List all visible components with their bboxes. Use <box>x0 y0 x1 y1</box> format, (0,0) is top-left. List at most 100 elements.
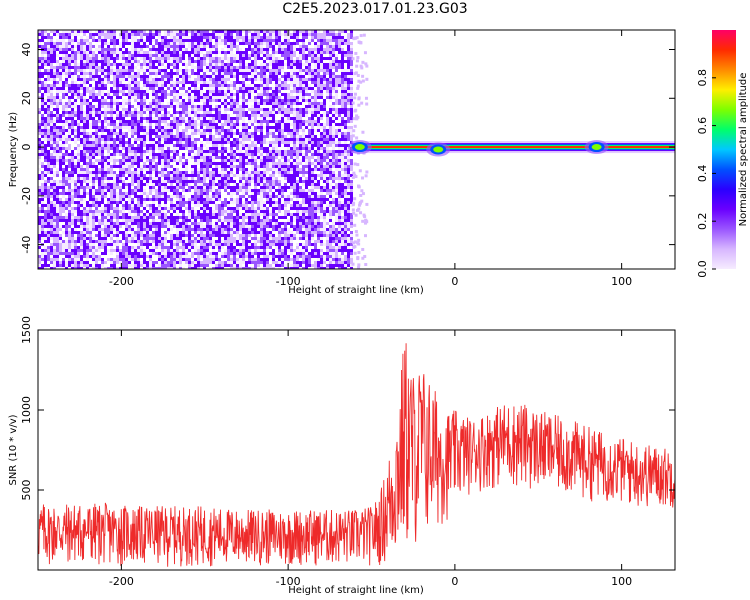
heatmap-cell <box>128 171 131 174</box>
heatmap-cell <box>176 192 179 195</box>
heatmap-cell <box>311 48 314 51</box>
heatmap-cell <box>335 168 338 171</box>
heatmap-cell <box>131 156 134 159</box>
heatmap-cell <box>170 78 173 81</box>
heatmap-cell <box>44 129 47 132</box>
heatmap-cell <box>263 138 266 141</box>
heatmap-cell <box>188 45 191 48</box>
heatmap-cell <box>83 168 86 171</box>
heatmap-cell <box>284 42 287 45</box>
heatmap-cell <box>149 162 152 165</box>
heatmap-cell <box>341 30 344 33</box>
heatmap-cell <box>131 123 134 126</box>
heatmap-cell <box>233 159 236 162</box>
heatmap-cell <box>263 120 266 123</box>
heatmap-cell <box>125 87 128 90</box>
heatmap-cell <box>269 42 272 45</box>
heatmap-cell <box>194 168 197 171</box>
heatmap-cell <box>227 48 230 51</box>
heatmap-cell <box>164 57 167 60</box>
heatmap-cell <box>215 69 218 72</box>
heatmap-cell <box>107 60 110 63</box>
heatmap-cell <box>263 108 266 111</box>
heatmap-cell <box>320 39 323 42</box>
heatmap-cell <box>143 183 146 186</box>
heatmap-cell <box>332 159 335 162</box>
heatmap-cell <box>89 102 92 105</box>
heatmap-cell <box>215 54 218 57</box>
heatmap-cell <box>326 138 329 141</box>
heatmap-cell <box>263 60 266 63</box>
heatmap-cell <box>65 141 68 144</box>
heatmap-cell <box>320 96 323 99</box>
heatmap-cell <box>257 66 260 69</box>
heatmap-cell <box>251 144 254 147</box>
heatmap-cell <box>299 87 302 90</box>
heatmap-cell <box>257 72 260 75</box>
heatmap-cell <box>122 51 125 54</box>
heatmap-cell <box>62 30 65 33</box>
heatmap-cell <box>95 168 98 171</box>
heatmap-cell <box>269 180 272 183</box>
heatmap-cell <box>77 90 80 93</box>
heatmap-cell <box>107 165 110 168</box>
heatmap-cell <box>56 105 59 108</box>
heatmap-cell <box>101 69 104 72</box>
heatmap-cell <box>257 114 260 117</box>
heatmap-cell <box>134 132 137 135</box>
heatmap-cell <box>347 57 350 60</box>
heatmap-cell <box>59 57 62 60</box>
heatmap-cell <box>239 159 242 162</box>
heatmap-cell <box>104 165 107 168</box>
heatmap-cell <box>296 105 299 108</box>
heatmap-cell <box>293 48 296 51</box>
heatmap-cell <box>278 144 281 147</box>
heatmap-cell <box>158 96 161 99</box>
heatmap-cell <box>227 30 230 33</box>
heatmap-cell <box>146 198 149 201</box>
heatmap-cell <box>44 132 47 135</box>
heatmap-cell <box>311 144 314 147</box>
heatmap-cell <box>251 189 254 192</box>
heatmap-cell <box>200 132 203 135</box>
heatmap-cell <box>332 141 335 144</box>
heatmap-cell <box>299 45 302 48</box>
heatmap-cell <box>350 159 353 162</box>
heatmap-cell <box>50 114 53 117</box>
heatmap-cell <box>164 135 167 138</box>
heatmap-cell <box>119 168 122 171</box>
heatmap-cell <box>287 87 290 90</box>
heatmap-cell <box>206 156 209 159</box>
heatmap-cell <box>308 162 311 165</box>
heatmap-cell <box>272 162 275 165</box>
heatmap-cell <box>74 84 77 87</box>
heatmap-cell <box>338 174 341 177</box>
heatmap-cell <box>290 33 293 36</box>
heatmap-cell <box>347 159 350 162</box>
heatmap-cell <box>200 57 203 60</box>
heatmap-cell <box>143 135 146 138</box>
heatmap-cell <box>86 66 89 69</box>
heatmap-cell <box>110 135 113 138</box>
heatmap-cell <box>254 42 257 45</box>
heatmap-cell <box>104 135 107 138</box>
heatmap-cell <box>233 120 236 123</box>
heatmap-cell <box>194 162 197 165</box>
heatmap-cell <box>290 81 293 84</box>
heatmap-cell <box>281 135 284 138</box>
heatmap-cell <box>137 123 140 126</box>
heatmap-cell <box>218 90 221 93</box>
heatmap-cell <box>221 129 224 132</box>
heatmap-cell <box>278 45 281 48</box>
heatmap-cell <box>80 180 83 183</box>
heatmap-cell <box>224 45 227 48</box>
heatmap-cell <box>272 102 275 105</box>
heatmap-cell <box>200 123 203 126</box>
heatmap-cell <box>308 138 311 141</box>
heatmap-cell <box>203 78 206 81</box>
heatmap-cell <box>65 96 68 99</box>
heatmap-cell <box>167 144 170 147</box>
heatmap-cell <box>167 45 170 48</box>
heatmap-cell <box>59 162 62 165</box>
heatmap-cell <box>107 102 110 105</box>
